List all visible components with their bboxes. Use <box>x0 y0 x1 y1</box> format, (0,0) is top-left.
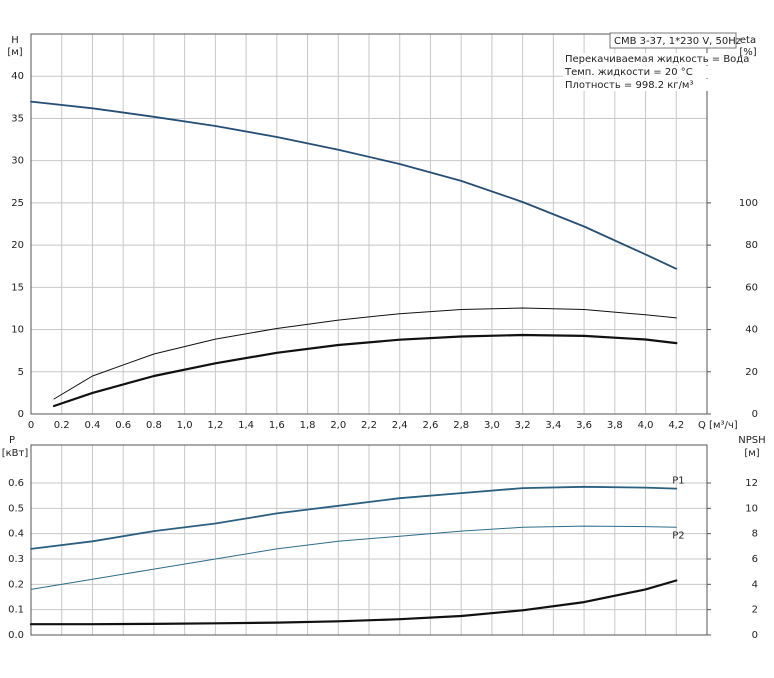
y-tick-label: 30 <box>11 156 24 167</box>
y2-tick-label: 6 <box>752 554 758 565</box>
x-tick-label: 3,0 <box>484 420 500 431</box>
y2-axis-unit: [м] <box>744 448 759 459</box>
info-box-title: CMB 3-37, 1*230 V, 50Hz <box>614 36 741 47</box>
curve <box>52 333 678 408</box>
annotation-bg <box>563 66 735 78</box>
y2-tick-label: 2 <box>752 605 758 616</box>
x-tick-label: 3,2 <box>515 420 531 431</box>
info-box <box>609 32 737 49</box>
x-tick-label: 1,0 <box>177 420 193 431</box>
x-tick-label: 3,8 <box>607 420 623 431</box>
annotation: Перекачиваемая жидкость = Вода <box>565 54 749 65</box>
x-tick-label: 4,2 <box>668 420 684 431</box>
y-tick-label: 20 <box>11 240 24 251</box>
y2-tick-label: 12 <box>745 478 758 489</box>
x-tick-label: 3,6 <box>576 420 592 431</box>
x-tick-label: 1,2 <box>207 420 223 431</box>
y-tick-label: 0.5 <box>8 503 24 514</box>
x-tick-label: 0.2 <box>54 420 70 431</box>
y-tick-label: 0.3 <box>8 554 24 565</box>
x-tick-label: 3,4 <box>545 420 561 431</box>
x-tick-label: 0 <box>28 420 34 431</box>
curve-label: P2 <box>672 530 684 541</box>
x-tick-label: 2,8 <box>453 420 469 431</box>
y2-tick-label: 0 <box>752 630 758 641</box>
annotation-bg <box>563 53 735 65</box>
x-tick-label: 1,8 <box>300 420 316 431</box>
y-tick-label: 10 <box>11 325 24 336</box>
curve <box>30 100 678 270</box>
y-tick-label: 5 <box>18 367 24 378</box>
y2-tick-label: 4 <box>752 579 758 590</box>
curve-label: P1 <box>672 476 684 487</box>
y2-tick-label: 40 <box>745 325 758 336</box>
y-axis-label: P <box>9 435 15 446</box>
y2-tick-label: 100 <box>739 198 758 209</box>
y-tick-label: 0.1 <box>8 605 24 616</box>
y2-axis-label: NPSH <box>738 435 765 446</box>
y-tick-label: 0.2 <box>8 579 24 590</box>
y-tick-label: 0.4 <box>8 529 24 540</box>
y2-tick-label: 80 <box>745 240 758 251</box>
plot-frame <box>30 33 708 415</box>
y-axis-unit: [м] <box>7 47 22 58</box>
curve <box>30 485 678 550</box>
y-tick-label: 35 <box>11 113 24 124</box>
y2-tick-label: 60 <box>745 282 758 293</box>
annotation-bg <box>563 79 735 91</box>
y-tick-label: 0 <box>18 409 24 420</box>
y2-axis-label: eta <box>740 35 756 46</box>
x-tick-label: 1,6 <box>269 420 285 431</box>
plot-layer: 0 0.2 0.4 0.6 0.8 1,0 1,2 1,4 1,6 1,8 2,0 2,2 2,4 2,6… <box>8 32 758 641</box>
annotation: Темп. жидкости = 20 °C <box>564 67 693 78</box>
y-axis-label: H <box>11 35 19 46</box>
y-tick-label: 40 <box>11 71 24 82</box>
x-tick-label: 1,4 <box>238 420 254 431</box>
y-tick-label: 0.6 <box>8 478 24 489</box>
y-axis-unit: [кВт] <box>2 448 29 459</box>
curve <box>29 579 678 626</box>
y2-tick-label: 10 <box>745 503 758 514</box>
y2-axis-unit: [%] <box>739 47 756 58</box>
x-tick-label: 2,2 <box>361 420 377 431</box>
curve <box>53 307 677 400</box>
y2-tick-label: 0 <box>752 409 758 420</box>
x-axis-label: Q [м³/ч] <box>698 420 738 431</box>
annotation: Плотность = 998.2 кг/м³ <box>565 80 694 91</box>
y-tick-label: 0.0 <box>8 630 24 641</box>
x-tick-label: 2,4 <box>392 420 408 431</box>
x-tick-label: 4,0 <box>638 420 654 431</box>
x-tick-label: 0.8 <box>146 420 162 431</box>
plot-frame <box>30 444 708 636</box>
y-tick-label: 15 <box>11 282 24 293</box>
x-tick-label: 2,0 <box>330 420 346 431</box>
x-tick-label: 0.4 <box>85 420 101 431</box>
curve <box>30 525 677 590</box>
x-tick-label: 2,6 <box>423 420 439 431</box>
x-tick-label: 0.6 <box>115 420 131 431</box>
y2-tick-label: 8 <box>752 529 758 540</box>
y-tick-label: 25 <box>11 198 24 209</box>
y2-tick-label: 20 <box>745 367 758 378</box>
